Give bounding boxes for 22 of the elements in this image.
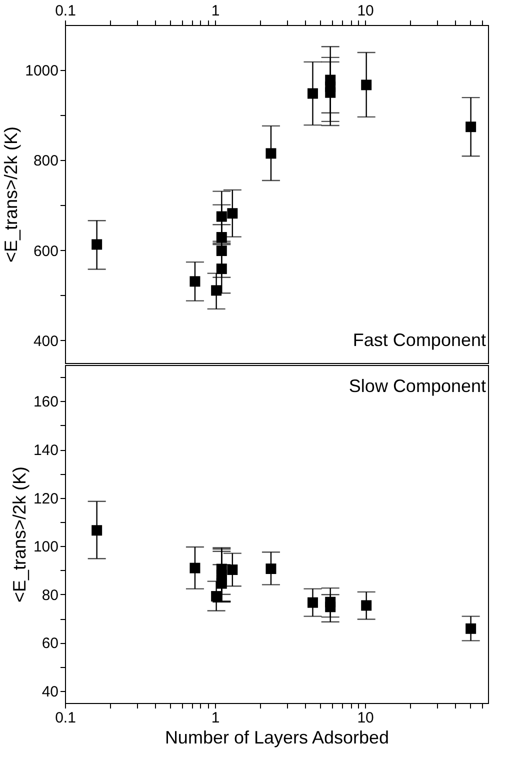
x-axis-title: Number of Layers Adsorbed (164, 728, 390, 748)
y-tick-label: 80 (42, 586, 58, 604)
annotation: Fast Component (352, 330, 486, 350)
y-tick-label: 60 (42, 635, 58, 652)
y-tick-label: 140 (33, 442, 58, 459)
y-axis-title: <E_trans>/2k (K) (9, 466, 30, 603)
y-tick-label: 160 (33, 394, 58, 411)
x-tick-label: 10 (357, 2, 374, 20)
x-tick-label: 0.1 (55, 2, 76, 20)
y-tick-label: 800 (33, 152, 58, 170)
x-tick-label: 0.1 (55, 710, 76, 726)
y-tick-label: 100 (33, 538, 58, 556)
x-tick-label: 1 (211, 710, 220, 726)
x-tick-label: 10 (357, 710, 374, 726)
y-tick-label: 400 (33, 332, 58, 350)
y-tick-label: 40 (42, 683, 58, 700)
y-tick-label: 120 (33, 490, 58, 508)
y-axis-title: <E_trans>/2k (K) (1, 126, 22, 263)
annotation: Slow Component (348, 376, 486, 396)
x-tick-label: 1 (211, 2, 220, 20)
y-tick-label: 1000 (25, 62, 58, 80)
y-tick-label: 600 (33, 242, 58, 260)
